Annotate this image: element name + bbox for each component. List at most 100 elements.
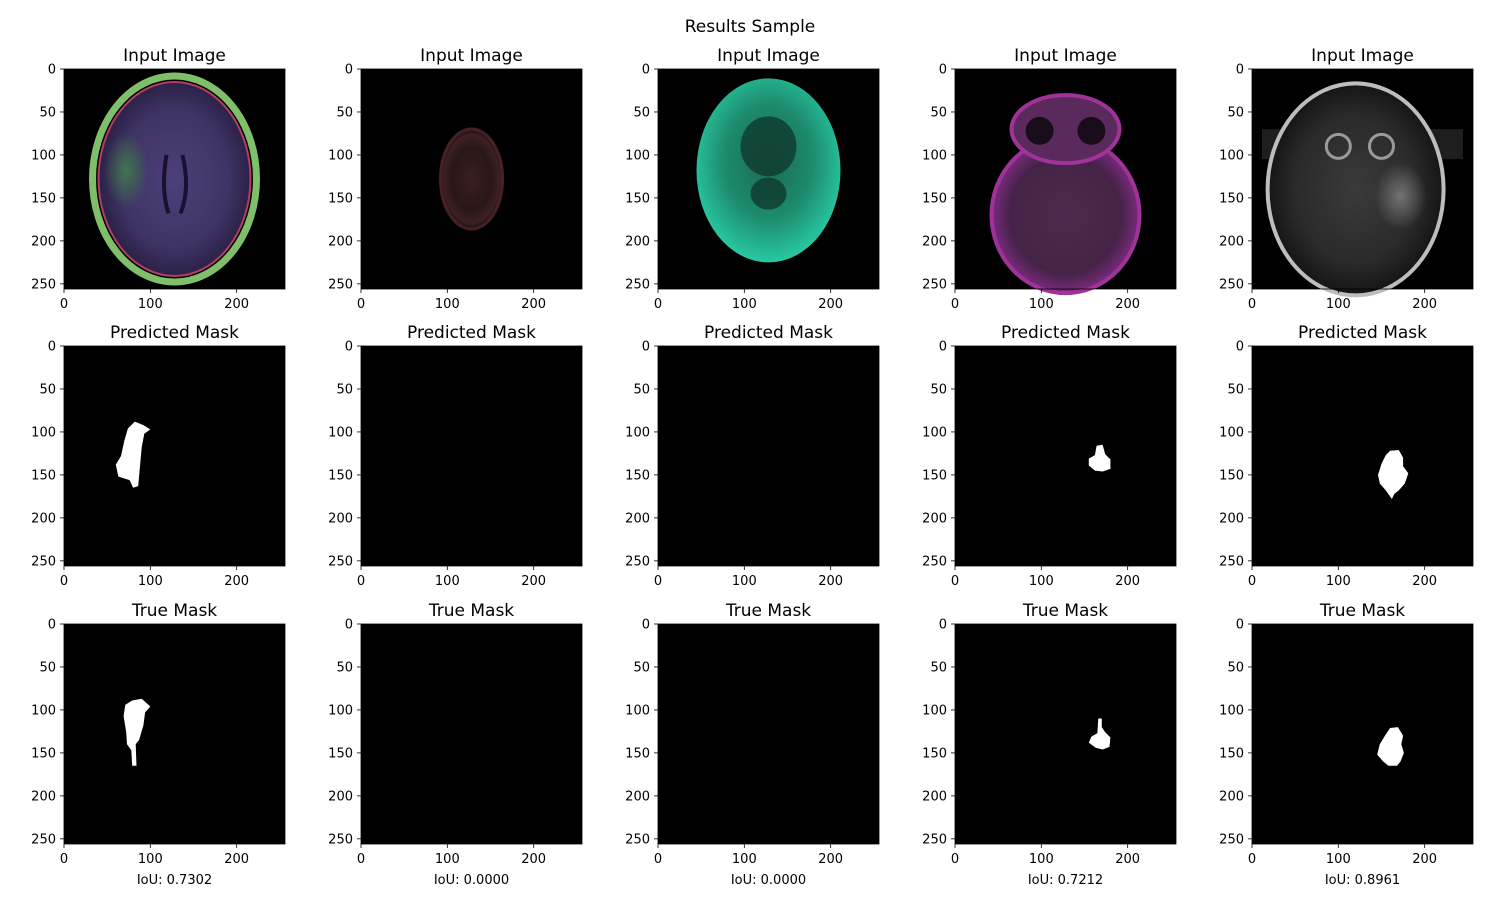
subplot-r0-c2: Input Image 0 100 200 0 50 100 150 200 250 [625, 46, 880, 312]
x-tick-label: 200 [1115, 297, 1140, 312]
y-tick-label: 150 [625, 191, 650, 206]
y-tick-label: 200 [31, 511, 56, 526]
image-background [1252, 624, 1473, 844]
subplot-title: True Mask [131, 601, 217, 621]
y-tick-label: 0 [1236, 618, 1244, 633]
x-tick-label: 200 [818, 297, 843, 312]
y-tick-label: 250 [922, 554, 947, 569]
y-tick-label: 150 [328, 191, 353, 206]
axes-frame [657, 68, 880, 290]
brain-tissue [97, 81, 252, 277]
y-tick-label: 200 [625, 234, 650, 249]
x-tick-label: 200 [1412, 574, 1437, 589]
y-tick-label: 250 [1219, 277, 1244, 292]
y-tick-label: 0 [345, 340, 353, 355]
subplot-r2-c1: True Mask 0 100 200 0 50 100 150 200 250 IoU: 0.00… [328, 601, 583, 888]
axes-frame [954, 623, 1177, 845]
y-tick-label: 0 [939, 618, 947, 633]
y-tick-label: 200 [922, 789, 947, 804]
subplot-r0-c4: Input Image 0 100 200 0 50 100 150 200 250 [1219, 46, 1474, 312]
x-tick-label: 200 [1115, 574, 1140, 589]
predicted-mask-region [1378, 450, 1409, 499]
y-tick-label: 150 [328, 746, 353, 761]
figure-suptitle: Results Sample [685, 17, 816, 37]
subplot-r1-c4: Predicted Mask 0 100 200 0 50 100 150 200 250 [1219, 323, 1474, 589]
x-tick-label: 0 [951, 852, 959, 867]
y-tick-label: 50 [1227, 660, 1244, 675]
y-tick-label: 250 [328, 832, 353, 847]
x-tick-label: 100 [1326, 574, 1351, 589]
y-tick-label: 0 [345, 63, 353, 78]
y-tick-label: 200 [31, 234, 56, 249]
y-tick-label: 200 [625, 789, 650, 804]
y-tick-label: 150 [922, 468, 947, 483]
tumor-region [104, 132, 149, 209]
subplot-r1-c2: Predicted Mask 0 100 200 0 50 100 150 200 250 [625, 323, 880, 589]
oral-cavity [740, 116, 797, 177]
y-tick-label: 0 [642, 340, 650, 355]
x-tick-label: 200 [224, 574, 249, 589]
x-tick-label: 200 [818, 852, 843, 867]
predicted-mask-region [115, 421, 151, 488]
y-tick-label: 100 [31, 425, 56, 440]
y-tick-label: 250 [625, 277, 650, 292]
image-background [361, 346, 582, 566]
x-tick-label: 100 [435, 574, 460, 589]
y-tick-label: 50 [336, 105, 353, 120]
y-tick-label: 50 [39, 105, 56, 120]
y-tick-label: 150 [1219, 468, 1244, 483]
y-tick-label: 50 [336, 382, 353, 397]
ventricle [161, 154, 171, 215]
axes-frame [657, 623, 880, 845]
y-tick-label: 50 [633, 382, 650, 397]
y-tick-label: 150 [1219, 191, 1244, 206]
y-tick-label: 250 [1219, 554, 1244, 569]
y-tick-label: 200 [328, 234, 353, 249]
y-tick-label: 100 [1219, 703, 1244, 718]
x-tick-label: 0 [357, 574, 365, 589]
y-tick-label: 0 [1236, 340, 1244, 355]
x-tick-label: 200 [818, 574, 843, 589]
subplot-r0-c0: Input Image 0 100 200 0 50 100 150 200 250 [31, 46, 286, 312]
subplot-title: True Mask [1022, 601, 1108, 621]
image-background [955, 624, 1176, 844]
subplot-title: Input Image [1014, 46, 1117, 66]
y-tick-label: 50 [39, 660, 56, 675]
axes-frame [360, 345, 583, 567]
y-tick-label: 250 [625, 554, 650, 569]
subplot-r1-c3: Predicted Mask 0 100 200 0 50 100 150 200 250 [922, 323, 1177, 589]
axes-frame [1251, 345, 1474, 567]
subplot-title: Predicted Mask [1001, 323, 1130, 343]
y-tick-label: 200 [922, 511, 947, 526]
axes-frame [63, 345, 286, 567]
y-tick-label: 250 [31, 832, 56, 847]
y-tick-label: 50 [336, 660, 353, 675]
x-tick-label: 100 [732, 574, 757, 589]
image-background [64, 346, 285, 566]
y-tick-label: 50 [930, 660, 947, 675]
x-tick-label: 100 [732, 852, 757, 867]
y-tick-label: 250 [328, 554, 353, 569]
x-tick-label: 100 [1029, 297, 1054, 312]
iou-label: IoU: 0.7212 [1028, 873, 1103, 888]
y-tick-label: 150 [31, 746, 56, 761]
x-tick-label: 0 [60, 297, 68, 312]
y-tick-label: 250 [1219, 832, 1244, 847]
subplot-r1-c0: Predicted Mask 0 100 200 0 50 100 150 200 250 [31, 323, 286, 589]
subplot-title: True Mask [428, 601, 514, 621]
true-mask-region [1088, 718, 1111, 750]
iou-label: IoU: 0.8961 [1325, 873, 1400, 888]
iou-label: IoU: 0.7302 [137, 873, 212, 888]
subplot-title: Input Image [1311, 46, 1414, 66]
orbit-outline [1367, 132, 1395, 160]
y-tick-label: 50 [633, 105, 650, 120]
subplot-title: True Mask [725, 601, 811, 621]
x-tick-label: 0 [654, 852, 662, 867]
skull-ring [439, 127, 504, 231]
panel-grid: Input Image 0 100 200 0 50 100 150 200 250 Input I… [31, 46, 1474, 888]
y-tick-label: 100 [625, 425, 650, 440]
y-tick-label: 0 [939, 340, 947, 355]
y-tick-label: 50 [39, 382, 56, 397]
x-tick-label: 0 [1248, 297, 1256, 312]
y-tick-label: 100 [1219, 148, 1244, 163]
